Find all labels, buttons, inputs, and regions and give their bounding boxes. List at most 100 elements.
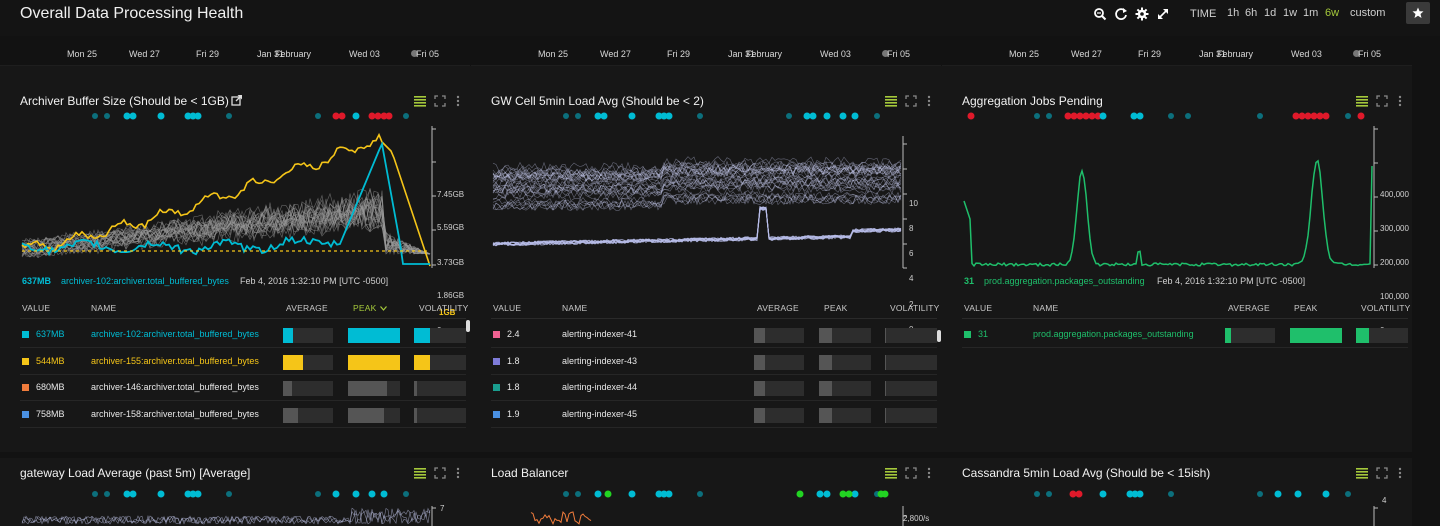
table-row[interactable]: 680MB archiver-146:archiver.total_buffere… <box>20 375 466 401</box>
legend-list-icon[interactable] <box>885 95 897 107</box>
range-6h[interactable]: 6h <box>1245 7 1258 19</box>
row-name: alerting-indexer-43 <box>562 355 638 366</box>
series-line <box>492 159 902 176</box>
more-options-icon[interactable] <box>452 95 464 107</box>
fullscreen-icon[interactable] <box>434 467 446 479</box>
fullscreen-icon[interactable] <box>905 95 917 107</box>
table-row[interactable]: 1.8 alerting-indexer-44 <box>491 375 937 401</box>
aggregation-chart[interactable] <box>942 126 1412 276</box>
refresh-icon[interactable] <box>1114 7 1128 21</box>
timeline-cursor[interactable] <box>411 50 418 57</box>
series-line <box>492 193 902 211</box>
tl-label: February <box>275 49 312 59</box>
table-row[interactable]: 2.4 alerting-indexer-41 <box>491 322 937 348</box>
legend-list-icon[interactable] <box>414 467 426 479</box>
col-name[interactable]: NAME <box>91 303 117 313</box>
series-line <box>492 180 902 198</box>
series-line <box>492 164 902 182</box>
fullscreen-icon[interactable] <box>905 467 917 479</box>
table-row[interactable]: 31 prod.aggregation.packages_outstanding <box>962 322 1408 348</box>
row-name: archiver-158:archiver.total_buffered_byt… <box>91 408 259 419</box>
tl-label: Fri 05 <box>887 49 911 59</box>
col-value[interactable]: VALUE <box>964 303 993 313</box>
col-value[interactable]: VALUE <box>493 303 522 313</box>
col-peak[interactable]: PEAK <box>353 303 377 313</box>
fullscreen-icon[interactable] <box>434 95 446 107</box>
col-volatility[interactable]: VOLATILITY <box>419 303 469 313</box>
row-value: 31 <box>978 329 989 339</box>
event-markers[interactable] <box>471 486 941 502</box>
fullscreen-icon[interactable] <box>1376 467 1388 479</box>
range-custom[interactable]: custom <box>1350 7 1386 19</box>
legend-list-icon[interactable] <box>1356 467 1368 479</box>
legend-list-icon[interactable] <box>885 467 897 479</box>
timeline-cursor[interactable] <box>1353 50 1360 57</box>
more-options-icon[interactable] <box>923 95 935 107</box>
tl-label: Jan 31 <box>257 49 285 59</box>
col-name[interactable]: NAME <box>1033 303 1059 313</box>
col-average[interactable]: AVERAGE <box>286 303 328 313</box>
col-volatility[interactable]: VOLATILITY <box>890 303 940 313</box>
panel-title: GW Cell 5min Load Avg (Should be < 2) <box>491 94 704 108</box>
legend-name: prod.aggregation.packages_outstanding <box>984 276 1145 286</box>
table-row[interactable]: 544MB archiver-155:archiver.total_buffere… <box>20 349 466 375</box>
col-name[interactable]: NAME <box>562 303 588 313</box>
range-6w[interactable]: 6w <box>1325 7 1340 19</box>
tl-label: Wed 03 <box>1291 49 1322 59</box>
table-row[interactable]: 637MB archiver-102:archiver.total_buffere… <box>20 322 466 348</box>
load-balancer-chart[interactable] <box>471 506 941 526</box>
range-1w[interactable]: 1w <box>1283 7 1298 19</box>
col-peak[interactable]: PEAK <box>824 303 848 313</box>
peak-bar <box>819 354 871 370</box>
favorite-button[interactable] <box>1406 2 1430 24</box>
series-swatch <box>964 331 971 338</box>
table-row[interactable]: 1.9 alerting-indexer-45 <box>491 402 937 428</box>
table-row[interactable]: 1.8 alerting-indexer-43 <box>491 349 937 375</box>
more-options-icon[interactable] <box>1394 467 1406 479</box>
range-1d[interactable]: 1d <box>1264 7 1277 19</box>
peak-bar <box>348 328 400 343</box>
scrollbar-thumb[interactable] <box>937 330 941 342</box>
series-line <box>492 164 902 182</box>
more-options-icon[interactable] <box>923 467 935 479</box>
external-link-icon[interactable] <box>231 95 242 106</box>
event-markers[interactable] <box>0 108 470 124</box>
tl-label: Fri 29 <box>196 49 220 59</box>
event-markers[interactable] <box>471 108 941 124</box>
tl-label: Wed 03 <box>349 49 380 59</box>
cassandra-load-chart[interactable] <box>942 506 1412 526</box>
y-tick: 300,000 <box>1380 224 1409 233</box>
legend-list-icon[interactable] <box>1356 95 1368 107</box>
series-line <box>492 165 902 183</box>
col-average[interactable]: AVERAGE <box>757 303 799 313</box>
series-line <box>492 164 902 182</box>
timeline-2: Mon 25 Wed 27 Fri 29 Jan 31 February Wed… <box>471 36 941 66</box>
col-peak[interactable]: PEAK <box>1294 303 1318 313</box>
gear-icon[interactable] <box>1135 7 1149 21</box>
zoom-icon[interactable] <box>1093 7 1107 21</box>
y-tick: 4 <box>1382 496 1387 505</box>
legend-list-icon[interactable] <box>414 95 426 107</box>
series-line <box>492 166 902 185</box>
tl-label: Wed 27 <box>129 49 160 59</box>
more-options-icon[interactable] <box>452 467 464 479</box>
tl-label: Wed 27 <box>1071 49 1102 59</box>
fullscreen-icon[interactable] <box>1376 95 1388 107</box>
archiver-chart[interactable] <box>0 126 470 276</box>
col-value[interactable]: VALUE <box>22 303 51 313</box>
series-swatch <box>22 384 29 391</box>
event-markers[interactable] <box>942 108 1412 124</box>
table-row[interactable]: 758MB archiver-158:archiver.total_buffere… <box>20 402 466 428</box>
event-markers[interactable] <box>0 486 470 502</box>
expand-icon[interactable] <box>1156 7 1170 21</box>
gw-cell-chart[interactable] <box>471 126 941 276</box>
event-markers[interactable] <box>942 486 1412 502</box>
range-1h[interactable]: 1h <box>1227 7 1240 19</box>
col-volatility[interactable]: VOLATILITY <box>1361 303 1411 313</box>
scrollbar-thumb[interactable] <box>466 320 470 332</box>
more-options-icon[interactable] <box>1394 95 1406 107</box>
col-average[interactable]: AVERAGE <box>1228 303 1270 313</box>
timeline-cursor[interactable] <box>882 50 889 57</box>
gateway-load-chart[interactable] <box>0 506 470 526</box>
range-1m[interactable]: 1m <box>1303 7 1319 19</box>
